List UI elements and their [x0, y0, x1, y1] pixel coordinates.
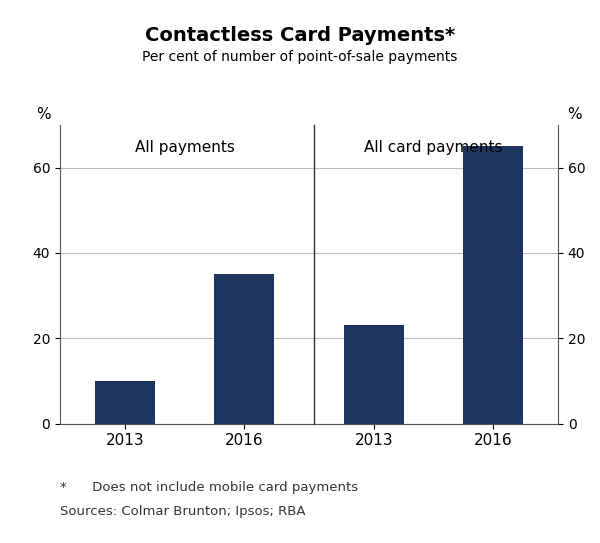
Text: Per cent of number of point-of-sale payments: Per cent of number of point-of-sale paym… [142, 50, 458, 64]
Bar [463, 146, 523, 424]
Text: %: % [37, 107, 51, 122]
Bar [214, 274, 274, 424]
Bar [344, 325, 404, 424]
Text: Sources: Colmar Brunton; Ipsos; RBA: Sources: Colmar Brunton; Ipsos; RBA [60, 505, 305, 518]
Text: Contactless Card Payments*: Contactless Card Payments* [145, 26, 455, 45]
Text: %: % [567, 107, 581, 122]
Text: All payments: All payments [134, 140, 235, 155]
Bar [95, 381, 155, 424]
Text: *      Does not include mobile card payments: * Does not include mobile card payments [60, 481, 358, 494]
Text: All card payments: All card payments [364, 140, 503, 155]
